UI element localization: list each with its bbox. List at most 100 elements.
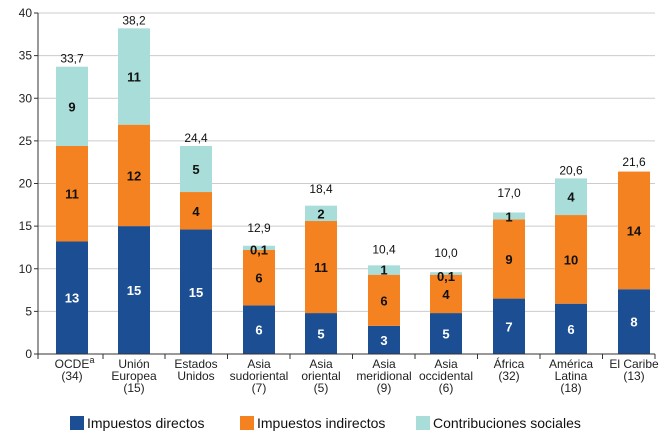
bar-segment	[243, 245, 275, 250]
bar-segment	[555, 178, 587, 216]
category-label: occidental	[419, 369, 473, 383]
segment-label: 15	[189, 285, 203, 300]
segment-label: 5	[442, 327, 449, 342]
segment-label: 6	[567, 322, 574, 337]
bar-segment	[118, 124, 150, 227]
bar-segment	[493, 212, 525, 220]
bar-segment	[118, 226, 150, 354]
y-tick-label: 40	[19, 6, 33, 20]
category-label: oriental	[301, 369, 340, 383]
segment-label: 12	[127, 168, 141, 183]
category-label: (32)	[498, 369, 519, 383]
segment-label: 15	[127, 283, 141, 298]
y-tick-label: 35	[19, 49, 33, 63]
y-tick-label: 20	[19, 177, 33, 191]
segment-label: 5	[317, 327, 324, 342]
category-label: OCDE	[55, 357, 90, 371]
bar-segment	[180, 192, 212, 230]
legend-label: Impuestos directos	[87, 415, 205, 431]
category-label: Asia	[309, 357, 333, 371]
legend-swatch	[70, 416, 84, 430]
category-label: África	[494, 356, 525, 371]
bar-segment	[368, 325, 400, 354]
segment-label: 0,1	[250, 243, 268, 258]
bar-segment	[368, 265, 400, 275]
category-label: sudoriental	[230, 369, 289, 383]
bar-segment	[493, 219, 525, 299]
total-label: 20,6	[559, 163, 583, 177]
bar-segment	[618, 289, 650, 354]
y-tick-label: 5	[25, 304, 32, 318]
bar-segment	[430, 272, 462, 275]
segment-label: 6	[255, 271, 262, 286]
y-axis: 0 5 10 15 20 25 30 35 40	[19, 6, 39, 361]
segment-label: 9	[505, 252, 512, 267]
segment-label: 1	[505, 209, 512, 224]
category-label: (15)	[123, 381, 144, 395]
category-label: (7)	[252, 381, 267, 395]
bar-segment	[368, 274, 400, 326]
total-label: 24,4	[184, 131, 208, 145]
category-label: Europea	[111, 369, 157, 383]
segment-label: 3	[380, 333, 387, 348]
segment-label: 11	[127, 70, 141, 85]
total-label: 21,6	[622, 155, 646, 169]
category-label: Unidos	[177, 369, 214, 383]
y-tick-label: 10	[19, 262, 33, 276]
segment-label: 4	[442, 287, 450, 302]
total-label: 10,4	[372, 242, 396, 256]
y-tick-label: 25	[19, 134, 33, 148]
category-label: Asia	[434, 357, 458, 371]
bar-segment	[305, 205, 337, 222]
category-label: Latina	[555, 369, 588, 383]
bar-segment	[305, 313, 337, 354]
legend-swatch	[416, 416, 430, 430]
legend-label: Impuestos indirectos	[257, 415, 385, 431]
bar-segment	[555, 303, 587, 354]
category-label: (34)	[61, 369, 82, 383]
bar-segment	[555, 215, 587, 304]
category-label: Estados	[174, 357, 217, 371]
total-label: 38,2	[122, 13, 146, 27]
segment-label: 11	[65, 187, 79, 202]
segment-label: 8	[630, 315, 637, 330]
bar-segment	[56, 241, 88, 354]
category-label: (13)	[623, 369, 644, 383]
segment-label: 7	[505, 319, 512, 334]
bar-segment	[493, 298, 525, 354]
total-label: 10,0	[434, 246, 458, 260]
category-label: meridional	[356, 369, 411, 383]
category-label: Asia	[247, 357, 271, 371]
y-tick-label: 15	[19, 219, 33, 233]
bar-segment	[180, 229, 212, 354]
bar-segment	[180, 145, 212, 193]
segment-label: 13	[65, 291, 79, 306]
y-tick-label: 0	[25, 347, 32, 361]
category-label: (9)	[377, 381, 392, 395]
category-label: El Caribe	[609, 357, 659, 371]
category-label: Asia	[372, 357, 396, 371]
segment-label: 4	[567, 190, 575, 205]
total-label: 17,0	[497, 186, 521, 200]
segment-label: 10	[564, 252, 578, 267]
bars: 1311933,715121138,2154524,4660,112,95112…	[56, 13, 650, 354]
bar-segment	[430, 313, 462, 354]
category-label: América	[549, 357, 593, 371]
segment-label: 2	[317, 206, 324, 221]
bar-segment	[618, 171, 650, 290]
category-superscript: a	[89, 355, 94, 365]
bar-segment	[243, 249, 275, 306]
legend: Impuestos directos Impuestos indirectos Co…	[70, 415, 581, 431]
segment-label: 9	[68, 99, 75, 114]
segment-label: 6	[255, 323, 262, 338]
segment-label: 0,1	[437, 269, 455, 284]
category-label: (6)	[439, 381, 454, 395]
bar-segment	[430, 274, 462, 314]
legend-label: Contribuciones sociales	[433, 415, 581, 431]
y-tick-label: 30	[19, 91, 33, 105]
bar-segment	[305, 221, 337, 314]
segment-label: 1	[380, 262, 387, 277]
bar-segment	[56, 66, 88, 146]
